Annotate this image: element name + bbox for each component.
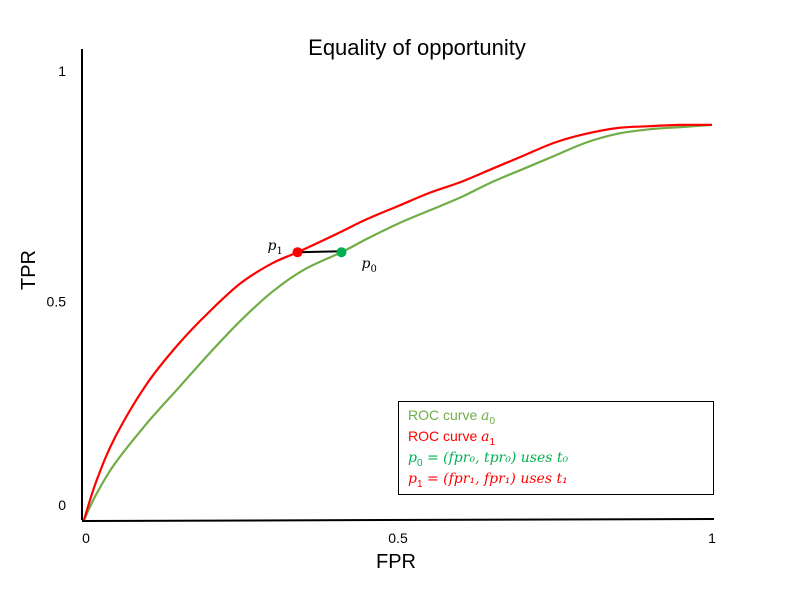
p1-p0-connector	[297, 250, 342, 254]
legend-item-a1: ROC curve a1	[408, 428, 495, 448]
chart-title: Equality of opportunity	[308, 35, 526, 60]
point-p0	[336, 247, 347, 258]
legend-item-p0: p0 = (fpr₀, tpr₀) uses t₀	[408, 450, 569, 469]
point-p1	[292, 247, 303, 258]
axes	[81, 49, 715, 522]
x-axis-line	[81, 518, 715, 522]
y-tick-label: 0	[58, 497, 66, 513]
roc-curve-a1	[82, 123, 713, 521]
y-tick-label: 0.5	[47, 294, 67, 310]
y-tick-label: 1	[58, 63, 66, 79]
x-tick-label: 1	[708, 530, 716, 546]
point-label-p0: p0	[361, 256, 376, 275]
curves	[82, 123, 713, 521]
legend-box	[398, 401, 714, 495]
x-axis-label: FPR	[376, 551, 416, 573]
legend-item-a0: ROC curve a0	[408, 407, 495, 427]
markers: p1 p0	[268, 238, 377, 275]
x-tick-label: 0	[82, 530, 90, 546]
point-label-p1: p1	[268, 238, 283, 257]
x-tick-label: 0.5	[388, 530, 408, 546]
y-axis-label: TPR	[18, 250, 40, 290]
roc-curve-a0	[83, 123, 713, 521]
ticks: 0 0.5 1 0 0.5 1	[47, 63, 717, 546]
legend-item-p1: p1 = (fpr₁, fpr₁) uses t₁	[408, 471, 568, 490]
